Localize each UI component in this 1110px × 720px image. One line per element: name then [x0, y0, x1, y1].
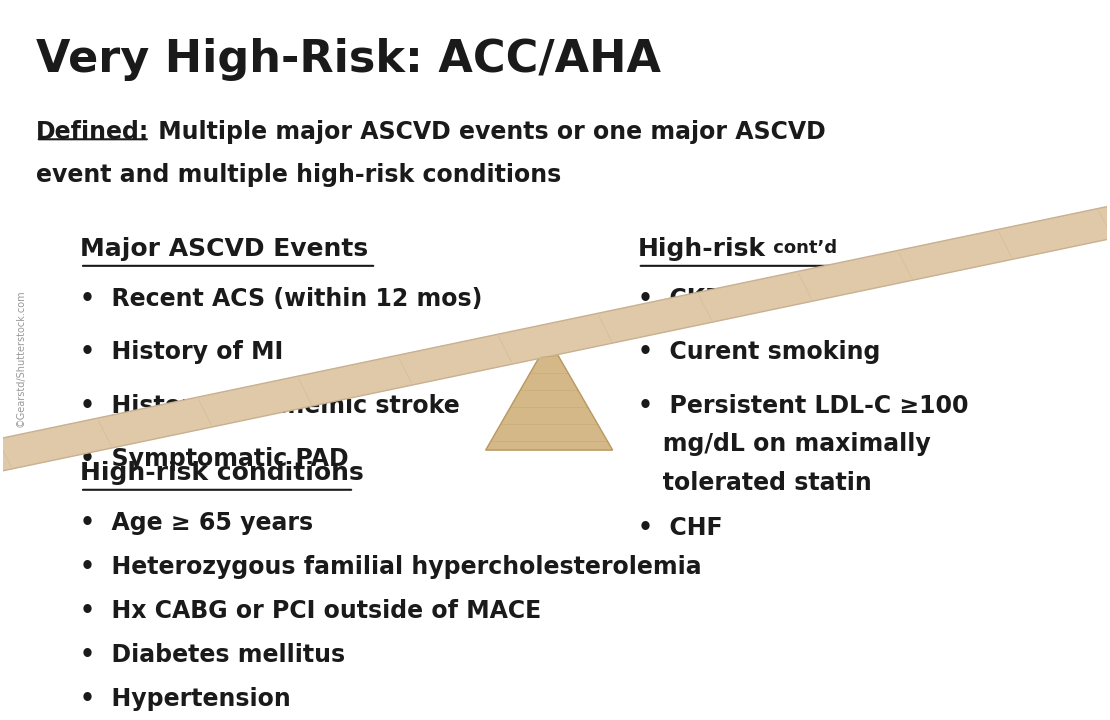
Text: •  Persistent LDL-C ≥100: • Persistent LDL-C ≥100 [638, 394, 968, 418]
Polygon shape [486, 340, 613, 450]
Text: ©Gearstd/Shutterstock.com: ©Gearstd/Shutterstock.com [16, 289, 26, 427]
Text: •  Hypertension: • Hypertension [80, 688, 291, 711]
Text: cont’d: cont’d [767, 239, 837, 257]
Text: mg/dL on maximally: mg/dL on maximally [638, 432, 930, 456]
Polygon shape [0, 201, 1110, 476]
Text: Defined:: Defined: [36, 120, 149, 144]
Text: •  Curent smoking: • Curent smoking [638, 341, 880, 364]
Text: •  Hx CABG or PCI outside of MACE: • Hx CABG or PCI outside of MACE [80, 599, 542, 624]
Text: Multiple major ASCVD events or one major ASCVD: Multiple major ASCVD events or one major… [150, 120, 826, 144]
Text: •  Recent ACS (within 12 mos): • Recent ACS (within 12 mos) [80, 287, 483, 311]
Text: •  CHF: • CHF [638, 516, 723, 540]
Text: High-risk conditions: High-risk conditions [80, 462, 364, 485]
Text: High-risk: High-risk [638, 238, 766, 261]
Text: tolerated statin: tolerated statin [638, 471, 871, 495]
Text: •  History of ischemic stroke: • History of ischemic stroke [80, 394, 460, 418]
Text: •  Diabetes mellitus: • Diabetes mellitus [80, 644, 345, 667]
Text: •  Heterozygous familial hypercholesterolemia: • Heterozygous familial hypercholesterol… [80, 555, 702, 579]
Text: Major ASCVD Events: Major ASCVD Events [80, 238, 369, 261]
Text: •  Age ≥ 65 years: • Age ≥ 65 years [80, 511, 313, 535]
Text: event and multiple high-risk conditions: event and multiple high-risk conditions [36, 163, 562, 186]
Text: •  History of MI: • History of MI [80, 341, 283, 364]
Text: •  CKD: • CKD [638, 287, 725, 311]
Text: Very High-Risk: ACC/AHA: Very High-Risk: ACC/AHA [36, 38, 660, 81]
Text: •  Symptomatic PAD: • Symptomatic PAD [80, 447, 349, 471]
